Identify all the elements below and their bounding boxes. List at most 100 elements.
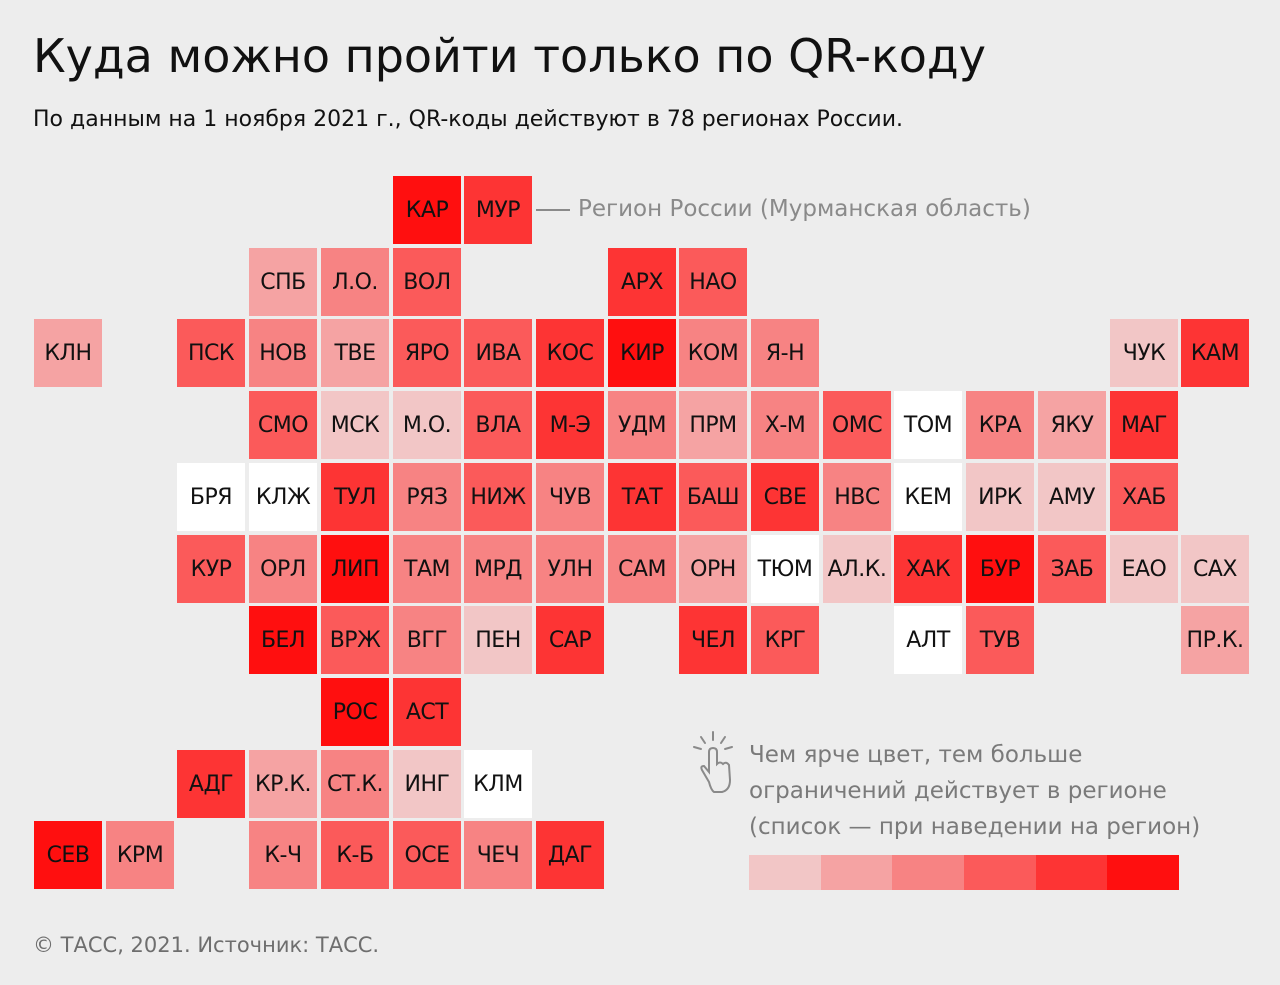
region-tile[interactable]: МУР	[464, 176, 532, 244]
region-tile[interactable]: КРМ	[106, 821, 174, 889]
region-tile[interactable]: НВС	[823, 463, 891, 531]
region-tile[interactable]: ХАБ	[1110, 463, 1178, 531]
region-tile[interactable]: МАГ	[1110, 391, 1178, 459]
scale-swatch	[964, 855, 1036, 890]
region-tile[interactable]: ТАТ	[608, 463, 676, 531]
region-tile[interactable]: ТАМ	[393, 535, 461, 603]
region-tile[interactable]: БУР	[966, 535, 1034, 603]
region-tile[interactable]: ВОЛ	[393, 248, 461, 316]
region-tile[interactable]: КУР	[177, 535, 245, 603]
legend-line: Чем ярче цвет, тем больше	[749, 742, 1083, 768]
page-title: Куда можно пройти только по QR-коду	[33, 29, 986, 83]
region-tile[interactable]: М.О.	[393, 391, 461, 459]
legend-line: ограничений действует в регионе	[749, 778, 1167, 804]
scale-swatch	[892, 855, 965, 890]
region-tile[interactable]: ИВА	[464, 319, 532, 387]
region-tile[interactable]: СВЕ	[751, 463, 819, 531]
region-tile[interactable]: КРГ	[751, 606, 819, 674]
region-tile[interactable]: СМО	[249, 391, 317, 459]
region-tile[interactable]: САХ	[1181, 535, 1249, 603]
region-tile[interactable]: ЧЕЧ	[464, 821, 532, 889]
region-tile[interactable]: АСТ	[393, 678, 461, 746]
region-tile[interactable]: АДГ	[177, 750, 245, 818]
region-tile[interactable]: КОС	[536, 319, 604, 387]
legend-line: (список — при наведении на регион)	[749, 814, 1201, 840]
region-tile[interactable]: БРЯ	[177, 463, 245, 531]
region-tile[interactable]: ЗАБ	[1038, 535, 1106, 603]
region-tile[interactable]: ЛИП	[321, 535, 389, 603]
annotation-leader-line	[536, 209, 570, 211]
region-tile[interactable]: ПСК	[177, 319, 245, 387]
region-tile[interactable]: ТВЕ	[321, 319, 389, 387]
region-tile[interactable]: ЯРО	[393, 319, 461, 387]
scale-swatch	[1107, 855, 1180, 890]
region-tile[interactable]: БЕЛ	[249, 606, 317, 674]
region-tile[interactable]: ТОМ	[894, 391, 962, 459]
region-tile[interactable]: КАР	[393, 176, 461, 244]
region-tile[interactable]: КРА	[966, 391, 1034, 459]
region-tile[interactable]: РОС	[321, 678, 389, 746]
region-tile[interactable]: ЧУК	[1110, 319, 1178, 387]
region-tile[interactable]: БАШ	[679, 463, 747, 531]
region-tile[interactable]: РЯЗ	[393, 463, 461, 531]
annotation-label: Регион России (Мурманская область)	[578, 196, 1031, 222]
region-tile[interactable]: КИР	[608, 319, 676, 387]
region-tile[interactable]: СПБ	[249, 248, 317, 316]
region-tile[interactable]: УЛН	[536, 535, 604, 603]
region-tile[interactable]: ТУЛ	[321, 463, 389, 531]
region-tile[interactable]: КЛЖ	[249, 463, 317, 531]
region-tile[interactable]: САМ	[608, 535, 676, 603]
region-tile[interactable]: ИРК	[966, 463, 1034, 531]
region-tile[interactable]: ЧЕЛ	[679, 606, 747, 674]
region-tile[interactable]: КЛН	[34, 319, 102, 387]
region-tile[interactable]: КАМ	[1181, 319, 1249, 387]
region-tile[interactable]: КР.К.	[249, 750, 317, 818]
region-tile[interactable]: ТУВ	[966, 606, 1034, 674]
region-tile[interactable]: НОВ	[249, 319, 317, 387]
region-tile[interactable]: ЕАО	[1110, 535, 1178, 603]
region-tile[interactable]: Л.О.	[321, 248, 389, 316]
pointer-hand-icon	[690, 730, 736, 796]
region-tile[interactable]: Я-Н	[751, 319, 819, 387]
region-tile[interactable]: ОРЛ	[249, 535, 317, 603]
region-tile[interactable]: САР	[536, 606, 604, 674]
region-tile[interactable]: ПЕН	[464, 606, 532, 674]
region-tile[interactable]: МРД	[464, 535, 532, 603]
region-tile[interactable]: ОМС	[823, 391, 891, 459]
region-tile[interactable]: ОРН	[679, 535, 747, 603]
region-tile[interactable]: Х-М	[751, 391, 819, 459]
region-tile[interactable]: ДАГ	[536, 821, 604, 889]
region-tile[interactable]: КЕМ	[894, 463, 962, 531]
region-tile[interactable]: ВГГ	[393, 606, 461, 674]
region-tile[interactable]: АЛТ	[894, 606, 962, 674]
region-tile[interactable]: НИЖ	[464, 463, 532, 531]
region-tile[interactable]: АРХ	[608, 248, 676, 316]
region-tile[interactable]: ОСЕ	[393, 821, 461, 889]
region-tile[interactable]: СТ.К.	[321, 750, 389, 818]
region-tile[interactable]: УДМ	[608, 391, 676, 459]
scale-swatch	[1035, 855, 1108, 890]
region-tile[interactable]: МСК	[321, 391, 389, 459]
region-tile[interactable]: ЧУВ	[536, 463, 604, 531]
region-tile[interactable]: ЯКУ	[1038, 391, 1106, 459]
region-tile[interactable]: АМУ	[1038, 463, 1106, 531]
region-tile[interactable]: ПРМ	[679, 391, 747, 459]
region-tile[interactable]: КЛМ	[464, 750, 532, 818]
region-tile[interactable]: ТЮМ	[751, 535, 819, 603]
region-tile[interactable]: К-Б	[321, 821, 389, 889]
region-tile[interactable]: М-Э	[536, 391, 604, 459]
region-tile[interactable]: НАО	[679, 248, 747, 316]
region-tile[interactable]: АЛ.К.	[823, 535, 891, 603]
region-tile[interactable]: ВРЖ	[321, 606, 389, 674]
region-tile[interactable]: ПР.К.	[1181, 606, 1249, 674]
scale-swatch	[820, 855, 893, 890]
region-tile[interactable]: ИНГ	[393, 750, 461, 818]
page-subtitle: По данным на 1 ноября 2021 г., QR-коды д…	[33, 107, 904, 132]
legend-text: Чем ярче цвет, тем больше ограничений де…	[749, 737, 1269, 845]
region-tile[interactable]: К-Ч	[249, 821, 317, 889]
region-tile[interactable]: ХАК	[894, 535, 962, 603]
region-tile[interactable]: ВЛА	[464, 391, 532, 459]
region-tile[interactable]: СЕВ	[34, 821, 102, 889]
region-tile[interactable]: КОМ	[679, 319, 747, 387]
